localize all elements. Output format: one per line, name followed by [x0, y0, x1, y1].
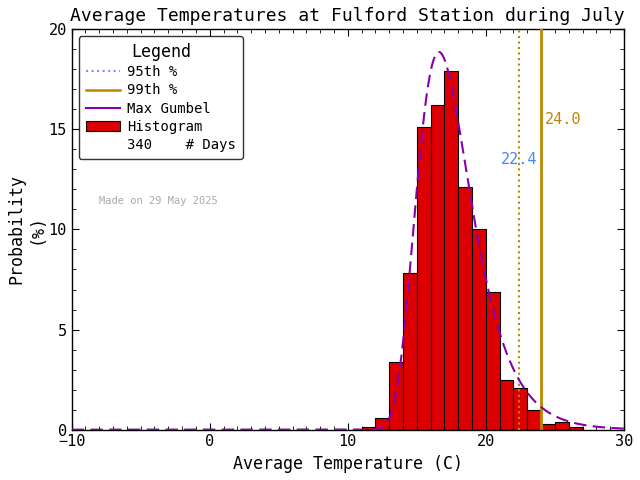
Bar: [486, 291, 500, 430]
Bar: [444, 72, 458, 430]
Bar: [417, 127, 431, 430]
Bar: [362, 427, 376, 430]
Text: 24.0: 24.0: [545, 112, 582, 127]
Bar: [513, 388, 527, 430]
Text: Made on 29 May 2025: Made on 29 May 2025: [99, 196, 218, 206]
Legend: 95th %, 99th %, Max Gumbel, Histogram, 340    # Days: 95th %, 99th %, Max Gumbel, Histogram, 3…: [79, 36, 243, 159]
Bar: [472, 229, 486, 430]
Bar: [527, 409, 541, 430]
Text: 22.4: 22.4: [501, 152, 538, 167]
Bar: [389, 361, 403, 430]
Bar: [569, 427, 582, 430]
Bar: [458, 187, 472, 430]
X-axis label: Average Temperature (C): Average Temperature (C): [233, 455, 463, 473]
Bar: [541, 424, 555, 430]
Bar: [376, 418, 389, 430]
Title: Average Temperatures at Fulford Station during July: Average Temperatures at Fulford Station …: [70, 7, 625, 25]
Bar: [555, 421, 569, 430]
Y-axis label: Probability
(%): Probability (%): [7, 174, 45, 285]
Bar: [403, 274, 417, 430]
Bar: [431, 105, 444, 430]
Bar: [500, 380, 513, 430]
